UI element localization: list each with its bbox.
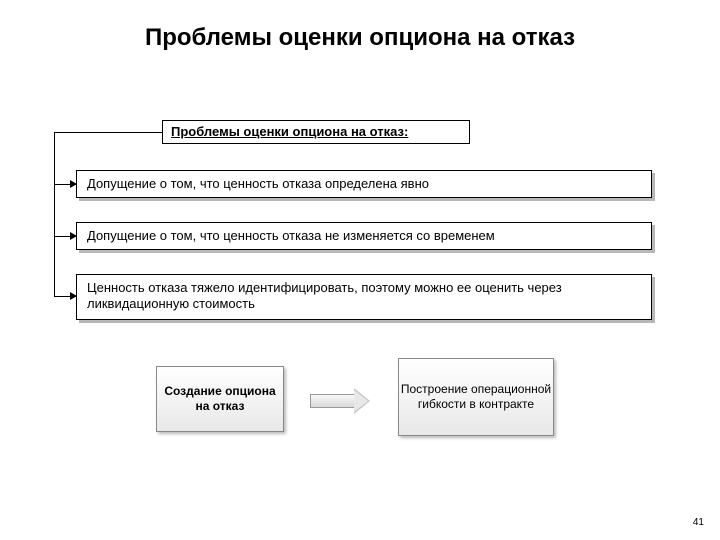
block-arrow-head: [354, 388, 370, 414]
problem-item-2: Допущение о том, что ценность отказа не …: [76, 222, 652, 250]
bottom-box-left-label: Создание опциона на отказ: [157, 384, 283, 414]
bottom-box-right: Построение операционной гибкости в контр…: [398, 358, 554, 436]
page-number: 41: [693, 517, 704, 528]
problem-item-1: Допущение о том, что ценность отказа опр…: [76, 170, 652, 198]
problem-item-3: Ценность отказа тяжело идентифицировать,…: [76, 274, 652, 320]
connector-vertical: [54, 132, 55, 296]
bottom-box-right-label: Построение операционной гибкости в контр…: [399, 382, 553, 412]
bottom-box-left: Создание опциона на отказ: [156, 366, 284, 432]
block-arrow-right: [310, 390, 370, 412]
block-arrow-body: [310, 394, 354, 408]
slide-title: Проблемы оценки опциона на отказ: [0, 24, 720, 52]
connector-to-header: [54, 132, 162, 133]
problems-header-box: Проблемы оценки опциона на отказ:: [162, 120, 470, 144]
